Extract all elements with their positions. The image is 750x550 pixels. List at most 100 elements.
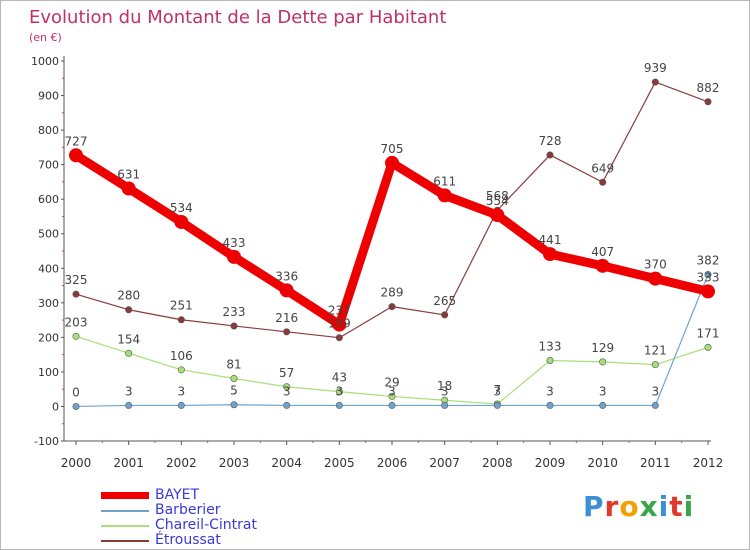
data-point: [651, 78, 659, 86]
data-point: [704, 343, 712, 351]
data-point: [283, 383, 291, 391]
data-point: [72, 332, 80, 340]
data-point: [177, 401, 185, 409]
data-label: 3: [388, 384, 396, 398]
data-point: [125, 349, 133, 357]
x-tick-label: 2006: [377, 456, 408, 470]
data-label: 3: [178, 384, 186, 398]
data-point: [125, 401, 133, 409]
data-label: 57: [279, 366, 294, 380]
data-label: 121: [644, 344, 667, 358]
proxiti-logo: Proxiti: [583, 490, 695, 523]
data-label: 3: [125, 384, 133, 398]
legend-label: Barberier: [155, 502, 221, 518]
data-label: 407: [591, 245, 614, 259]
data-label: 3: [599, 384, 607, 398]
x-tick-label: 2002: [166, 456, 197, 470]
y-tick-label: 300: [38, 297, 59, 310]
y-tick-label: -100: [34, 435, 59, 448]
data-point: [388, 392, 396, 400]
data-point: [72, 290, 80, 298]
data-point: [546, 151, 554, 159]
data-label: 106: [170, 349, 193, 363]
x-tick-label: 2012: [693, 456, 724, 470]
legend-swatch: [101, 524, 149, 527]
data-point: [546, 401, 554, 409]
data-point: [230, 322, 238, 330]
data-label: 3: [283, 384, 291, 398]
data-label: 5: [230, 384, 238, 398]
data-label: 728: [539, 134, 562, 148]
legend-swatch: [101, 539, 149, 542]
data-label: 611: [433, 174, 456, 188]
data-point: [283, 328, 291, 336]
y-tick-label: 100: [38, 366, 59, 379]
data-point: [490, 208, 505, 223]
data-label: 441: [539, 233, 562, 247]
data-label: 18: [437, 379, 452, 393]
data-label: 3: [494, 384, 502, 398]
y-tick-label: 200: [38, 331, 59, 344]
x-tick-label: 2004: [271, 456, 302, 470]
data-label: 129: [591, 341, 614, 355]
data-point: [543, 247, 557, 262]
data-label: 333: [697, 270, 720, 284]
x-tick-label: 2009: [535, 456, 566, 470]
data-point: [595, 258, 610, 273]
x-tick-label: 2003: [219, 456, 250, 470]
data-label: 280: [117, 289, 140, 303]
legend-item: Chareil-Cintrat: [101, 518, 257, 533]
y-tick-label: 500: [38, 228, 59, 241]
legend-label: BAYET: [155, 487, 200, 503]
data-label: 251: [170, 299, 193, 313]
data-point: [704, 98, 712, 106]
y-tick-label: 0: [52, 400, 59, 413]
data-label: 171: [697, 326, 720, 340]
y-tick-label: 900: [38, 90, 59, 103]
data-label: 81: [226, 357, 241, 371]
data-label: 382: [697, 253, 720, 267]
data-point: [335, 388, 343, 396]
data-point: [177, 366, 185, 374]
data-point: [69, 148, 83, 163]
legend-swatch: [101, 509, 149, 512]
data-label: 554: [486, 194, 509, 208]
data-point: [335, 401, 343, 409]
legend-item: Barberier: [101, 503, 257, 518]
y-tick-label: 700: [38, 159, 59, 172]
y-tick-label: 400: [38, 262, 59, 275]
data-point: [283, 401, 291, 409]
data-point: [599, 178, 607, 186]
data-label: 233: [223, 305, 246, 319]
data-point: [441, 401, 449, 409]
data-point: [121, 181, 136, 196]
chart-unit: (en €): [29, 31, 62, 44]
data-label: 939: [644, 61, 667, 75]
data-point: [701, 284, 715, 299]
data-label: 29: [384, 375, 399, 389]
data-label: 237: [328, 304, 351, 318]
legend-item: BAYET: [101, 488, 257, 503]
data-point: [332, 317, 347, 332]
y-tick-label: 600: [38, 193, 59, 206]
data-label: 649: [591, 161, 614, 175]
data-label: 3: [546, 384, 554, 398]
data-point: [227, 249, 241, 264]
data-label: 705: [381, 142, 404, 156]
data-label: 336: [275, 269, 298, 283]
y-tick-label: 1000: [31, 55, 59, 68]
data-point: [704, 270, 712, 278]
data-label: 133: [539, 340, 562, 354]
data-label: 203: [65, 315, 88, 329]
data-point: [335, 334, 343, 342]
x-tick-label: 2007: [429, 456, 460, 470]
data-point: [125, 306, 133, 314]
data-label: 325: [65, 273, 88, 287]
data-point: [651, 401, 659, 409]
y-tick-label: 800: [38, 124, 59, 137]
data-label: 631: [117, 167, 140, 181]
data-point: [493, 401, 501, 409]
x-tick-label: 2001: [113, 456, 144, 470]
data-label: 43: [332, 371, 347, 385]
data-point: [177, 316, 185, 324]
